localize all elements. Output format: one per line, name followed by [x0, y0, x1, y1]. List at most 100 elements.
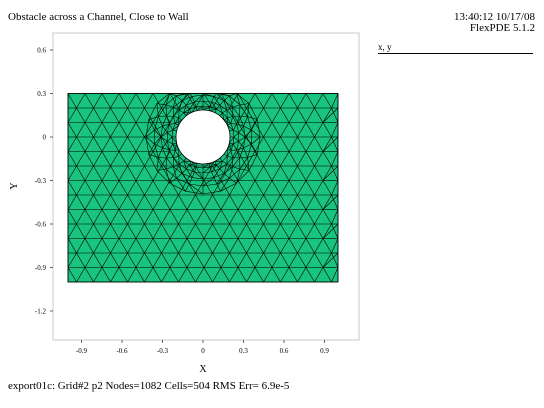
- mesh-edge: [118, 252, 128, 268]
- mesh-edge: [288, 223, 298, 239]
- mesh-edge: [178, 163, 183, 174]
- mesh-edge: [271, 238, 281, 254]
- mesh-edge: [229, 107, 239, 123]
- mesh-edge: [322, 223, 332, 239]
- mesh-edge: [254, 267, 264, 283]
- mesh-edge: [152, 136, 162, 152]
- mesh-edge: [216, 183, 221, 192]
- mesh-edge: [176, 177, 190, 185]
- mesh-edge: [331, 165, 339, 181]
- mesh-edge: [237, 194, 247, 210]
- mesh-edge: [178, 117, 183, 121]
- mesh-edge: [223, 117, 228, 121]
- mesh-edge: [110, 267, 120, 283]
- mesh-edge: [110, 238, 120, 254]
- mesh-edge: [93, 93, 103, 109]
- mesh-edge: [161, 165, 171, 181]
- y-tick-label: 0: [43, 134, 47, 142]
- mesh-edge: [169, 124, 174, 131]
- mesh-edge: [178, 160, 184, 165]
- mesh-edge: [185, 108, 190, 117]
- mesh-edge: [161, 194, 171, 210]
- mesh-edge: [254, 194, 264, 210]
- mesh-edge: [186, 164, 190, 170]
- mesh-edge: [166, 115, 170, 125]
- mesh-edge: [254, 136, 264, 152]
- mesh-edge: [101, 180, 111, 196]
- mesh-edge: [314, 136, 324, 152]
- mesh-edge: [67, 223, 77, 239]
- mesh-edge: [223, 95, 230, 101]
- mesh-edge: [322, 122, 332, 138]
- mesh-edge: [195, 165, 205, 181]
- mesh-edge: [227, 148, 232, 151]
- mesh-edge: [256, 136, 261, 155]
- mesh-edge: [127, 107, 137, 123]
- mesh-edge: [202, 100, 211, 108]
- mesh-edge: [178, 104, 187, 111]
- mesh-edge: [189, 161, 192, 166]
- mesh-edge: [288, 93, 298, 109]
- mesh-edge: [230, 150, 233, 158]
- mesh-edge: [237, 223, 247, 239]
- mesh-edge: [246, 93, 256, 109]
- mesh-edge: [230, 116, 233, 124]
- mesh-edge: [202, 177, 215, 187]
- x-tick-label: -0.6: [116, 347, 128, 355]
- mesh-edge: [158, 104, 167, 117]
- mesh-edge: [280, 151, 290, 167]
- mesh-edge: [254, 209, 264, 225]
- mesh-edge: [76, 136, 86, 152]
- mesh-edge: [213, 173, 225, 178]
- mesh-edge: [185, 183, 190, 192]
- mesh-edge: [229, 142, 234, 145]
- mesh-edge: [208, 163, 211, 168]
- mesh-edge: [314, 107, 324, 123]
- mesh-edge: [280, 223, 290, 239]
- mesh-edge: [76, 209, 86, 225]
- mesh-edge: [297, 180, 307, 196]
- mesh-edge: [243, 126, 246, 138]
- mesh-edge: [271, 194, 281, 210]
- mesh-edge: [216, 108, 223, 114]
- mesh-edge: [331, 122, 339, 138]
- mesh-edge: [161, 151, 171, 167]
- mesh-edge: [226, 109, 233, 117]
- mesh-edge: [169, 149, 176, 151]
- mesh-edge: [186, 194, 196, 210]
- mesh-edge: [212, 238, 222, 254]
- mesh-edge: [297, 194, 307, 210]
- mesh-edge: [76, 238, 86, 254]
- mesh-edge: [135, 194, 145, 210]
- mesh-edge: [186, 104, 190, 110]
- mesh-edge: [165, 168, 177, 179]
- mesh-edge: [239, 115, 248, 117]
- mesh-edge: [220, 93, 230, 109]
- mesh-edge: [181, 173, 193, 178]
- x-ticks: -0.9 -0.6 -0.3 0 0.3 0.6 0.9: [76, 340, 329, 355]
- mesh-edge: [229, 168, 241, 179]
- mesh-edge: [127, 252, 137, 268]
- mesh-edge: [76, 93, 86, 109]
- mesh-edge: [118, 267, 128, 283]
- mesh-edge: [101, 209, 111, 225]
- mesh-edge: [202, 105, 210, 108]
- mesh-edge: [189, 163, 198, 166]
- mesh-edge: [322, 194, 332, 210]
- mesh-edge: [331, 136, 339, 152]
- mesh-edge: [165, 93, 170, 105]
- mesh-edge: [101, 165, 111, 181]
- mesh-edge: [271, 136, 281, 152]
- mesh-edge: [263, 107, 273, 123]
- mesh-edge: [229, 136, 235, 144]
- mesh-edge: [196, 105, 204, 111]
- mesh-edge: [331, 180, 339, 196]
- mesh-edge: [154, 125, 163, 131]
- mesh-edge: [67, 180, 77, 196]
- mesh-edge: [232, 157, 240, 167]
- mesh-edge: [186, 209, 196, 225]
- mesh-edge: [195, 106, 198, 111]
- mesh-edge: [236, 115, 240, 125]
- mesh-edge: [173, 109, 180, 117]
- mesh-edge: [161, 267, 171, 283]
